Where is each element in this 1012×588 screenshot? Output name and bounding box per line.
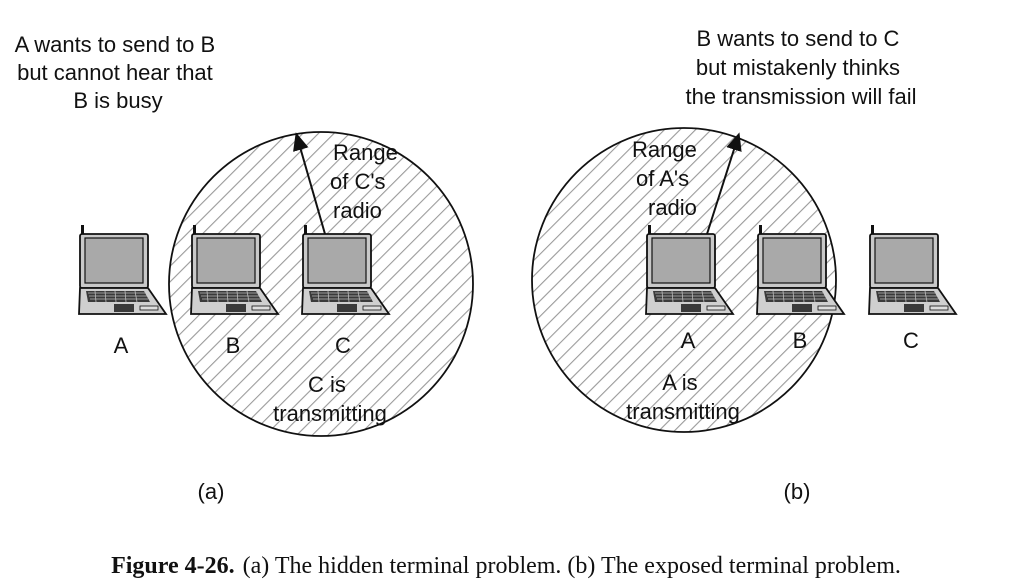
caption-text: (a) The hidden terminal problem. (b) The… <box>243 553 901 579</box>
panel-label-b: (b) <box>784 479 811 504</box>
node-label-b: B <box>226 333 241 358</box>
node-label-a: A <box>681 328 696 353</box>
panel-a-annotation: A wants to send to B but cannot hear tha… <box>15 32 222 113</box>
range-label-a: Range of A's radio <box>632 137 703 220</box>
panel-b-annotation: B wants to send to C but mistakenly thin… <box>685 26 916 109</box>
laptop-icon <box>78 224 167 315</box>
transmitting-label-a: A is transmitting <box>626 370 740 424</box>
node-label-c: C <box>335 333 351 358</box>
range-arrow <box>706 132 742 235</box>
panel-label-a: (a) <box>198 479 225 504</box>
node-label-a: A <box>114 333 129 358</box>
node-label-c: C <box>903 328 919 353</box>
figure-number: Figure 4-26. <box>111 553 235 579</box>
range-arrow <box>293 132 326 235</box>
laptop-icon <box>868 224 957 315</box>
transmitting-label-c: C is transmitting <box>273 372 387 426</box>
range-label-c: Range of C's radio <box>330 140 404 223</box>
node-label-b: B <box>793 328 808 353</box>
panel-b: B wants to send to C but mistakenly thin… <box>531 26 957 504</box>
panel-a: A wants to send to B but cannot hear tha… <box>15 32 474 504</box>
figure-caption: Figure 4-26. (a) The hidden terminal prob… <box>111 553 901 579</box>
